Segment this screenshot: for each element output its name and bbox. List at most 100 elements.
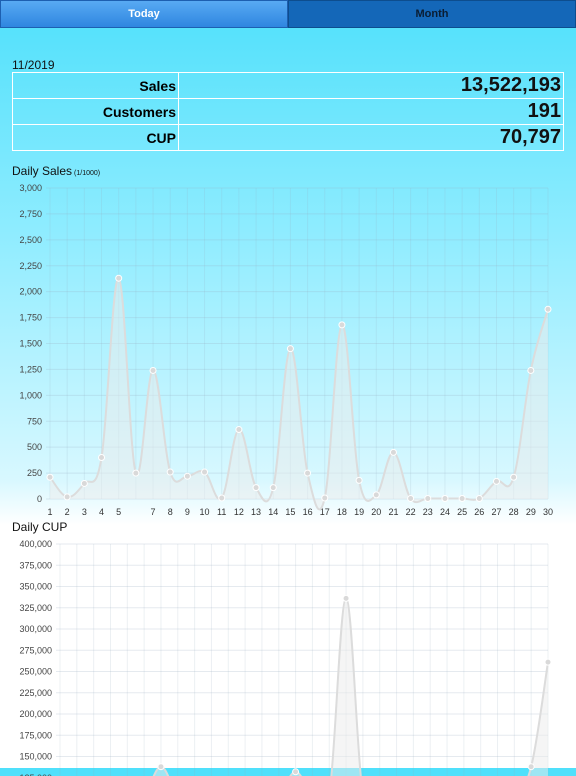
data-point [132,469,140,477]
cup-value: 70,797 [178,124,564,151]
series-area [50,278,548,510]
x-tick-label: 26 [474,507,484,517]
data-point [527,366,535,374]
summary-row-customers: Customers 191 [12,98,564,125]
y-tick-label: 2,000 [19,287,42,297]
y-tick-label: 225,000 [19,688,52,698]
data-point [458,494,466,502]
data-point [424,494,432,502]
tab-month[interactable]: Month [288,0,576,28]
data-point [115,274,123,282]
x-tick-label: 28 [509,507,519,517]
sales-label: Sales [12,72,179,99]
data-point [80,479,88,487]
data-point [235,426,243,434]
data-point [98,454,106,462]
y-tick-label: 250 [27,468,42,478]
tab-today[interactable]: Today [0,0,288,28]
cup-label: CUP [12,124,179,151]
x-tick-label: 11 [217,507,226,517]
y-tick-label: 250,000 [19,667,52,677]
y-tick-label: 375,000 [19,560,52,570]
y-tick-label: 175,000 [19,730,52,740]
data-point [149,366,157,374]
x-tick-label: 7 [151,507,156,517]
x-tick-label: 15 [285,507,295,517]
x-tick-label: 16 [303,507,313,517]
y-tick-label: 2,250 [19,261,42,271]
y-tick-label: 275,000 [19,645,52,655]
x-tick-label: 2 [65,507,70,517]
data-point [510,473,518,481]
y-tick-label: 400,000 [19,539,52,549]
daily-cup-chart: 125,000150,000175,000200,000225,000250,0… [19,539,552,776]
data-point [157,763,165,771]
data-point [475,494,483,502]
x-tick-label: 13 [251,507,261,517]
data-point [492,477,500,485]
x-tick-label: 22 [406,507,416,517]
data-point [372,491,380,499]
data-point [183,472,191,480]
summary-table: Sales 13,522,193 Customers 191 CUP 70,79… [12,72,564,151]
data-point [166,468,174,476]
x-tick-label: 12 [234,507,244,517]
daily-sales-unit-note: (1/1000) [74,170,101,177]
data-point [355,476,363,484]
tab-bar: Today Month [0,0,576,28]
data-point [389,448,397,456]
y-tick-label: 325,000 [19,603,52,613]
daily-sales-title-text: Daily Sales [12,164,73,178]
y-tick-label: 750 [27,416,42,426]
y-tick-label: 1,500 [19,339,42,349]
data-point [292,768,300,776]
y-tick-label: 350,000 [19,582,52,592]
data-point [201,468,209,476]
x-tick-label: 18 [337,507,347,517]
x-tick-label: 20 [371,507,381,517]
data-point [304,469,312,477]
customers-value: 191 [178,98,564,125]
x-tick-label: 17 [320,507,330,517]
x-tick-label: 24 [440,507,450,517]
x-tick-label: 27 [491,507,501,517]
y-tick-label: 3,000 [19,183,42,193]
y-tick-label: 1,750 [19,313,42,323]
data-point [407,494,415,502]
data-point [342,594,350,602]
series-area [153,598,548,776]
y-tick-label: 0 [37,494,42,504]
daily-sales-chart: 0 250 500 750 1,000 1,250 1,500 1,750 2,000 2,250… [19,183,553,517]
x-tick-label: 5 [116,507,121,517]
x-tick-label: 29 [526,507,536,517]
x-tick-label: 14 [268,507,278,517]
x-tick-label: 1 [47,507,52,517]
daily-sales-title: Daily Sales (1/1000) [12,164,100,178]
data-point [252,484,260,492]
data-point [46,473,54,481]
x-tick-label: 30 [543,507,553,517]
data-point [269,484,277,492]
summary-row-sales: Sales 13,522,193 [12,72,564,99]
sales-value: 13,522,193 [178,72,564,99]
period-label: 11/2019 [12,58,55,72]
data-point [544,658,552,666]
y-tick-label: 1,250 [19,364,42,374]
data-point [218,494,226,502]
y-tick-label: 500 [27,442,42,452]
data-point [338,321,346,329]
x-tick-label: 25 [457,507,467,517]
y-tick-label: 1,000 [19,390,42,400]
data-point [544,305,552,313]
customers-label: Customers [12,98,179,125]
data-point [286,345,294,353]
y-tick-label: 2,500 [19,235,42,245]
data-point [63,493,71,501]
series-line [152,597,549,776]
x-tick-label: 8 [168,507,173,517]
data-point [441,494,449,502]
daily-cup-title: Daily CUP [12,520,68,534]
x-tick-label: 21 [388,507,398,517]
y-tick-label: 2,750 [19,209,42,219]
x-tick-label: 4 [99,507,104,517]
